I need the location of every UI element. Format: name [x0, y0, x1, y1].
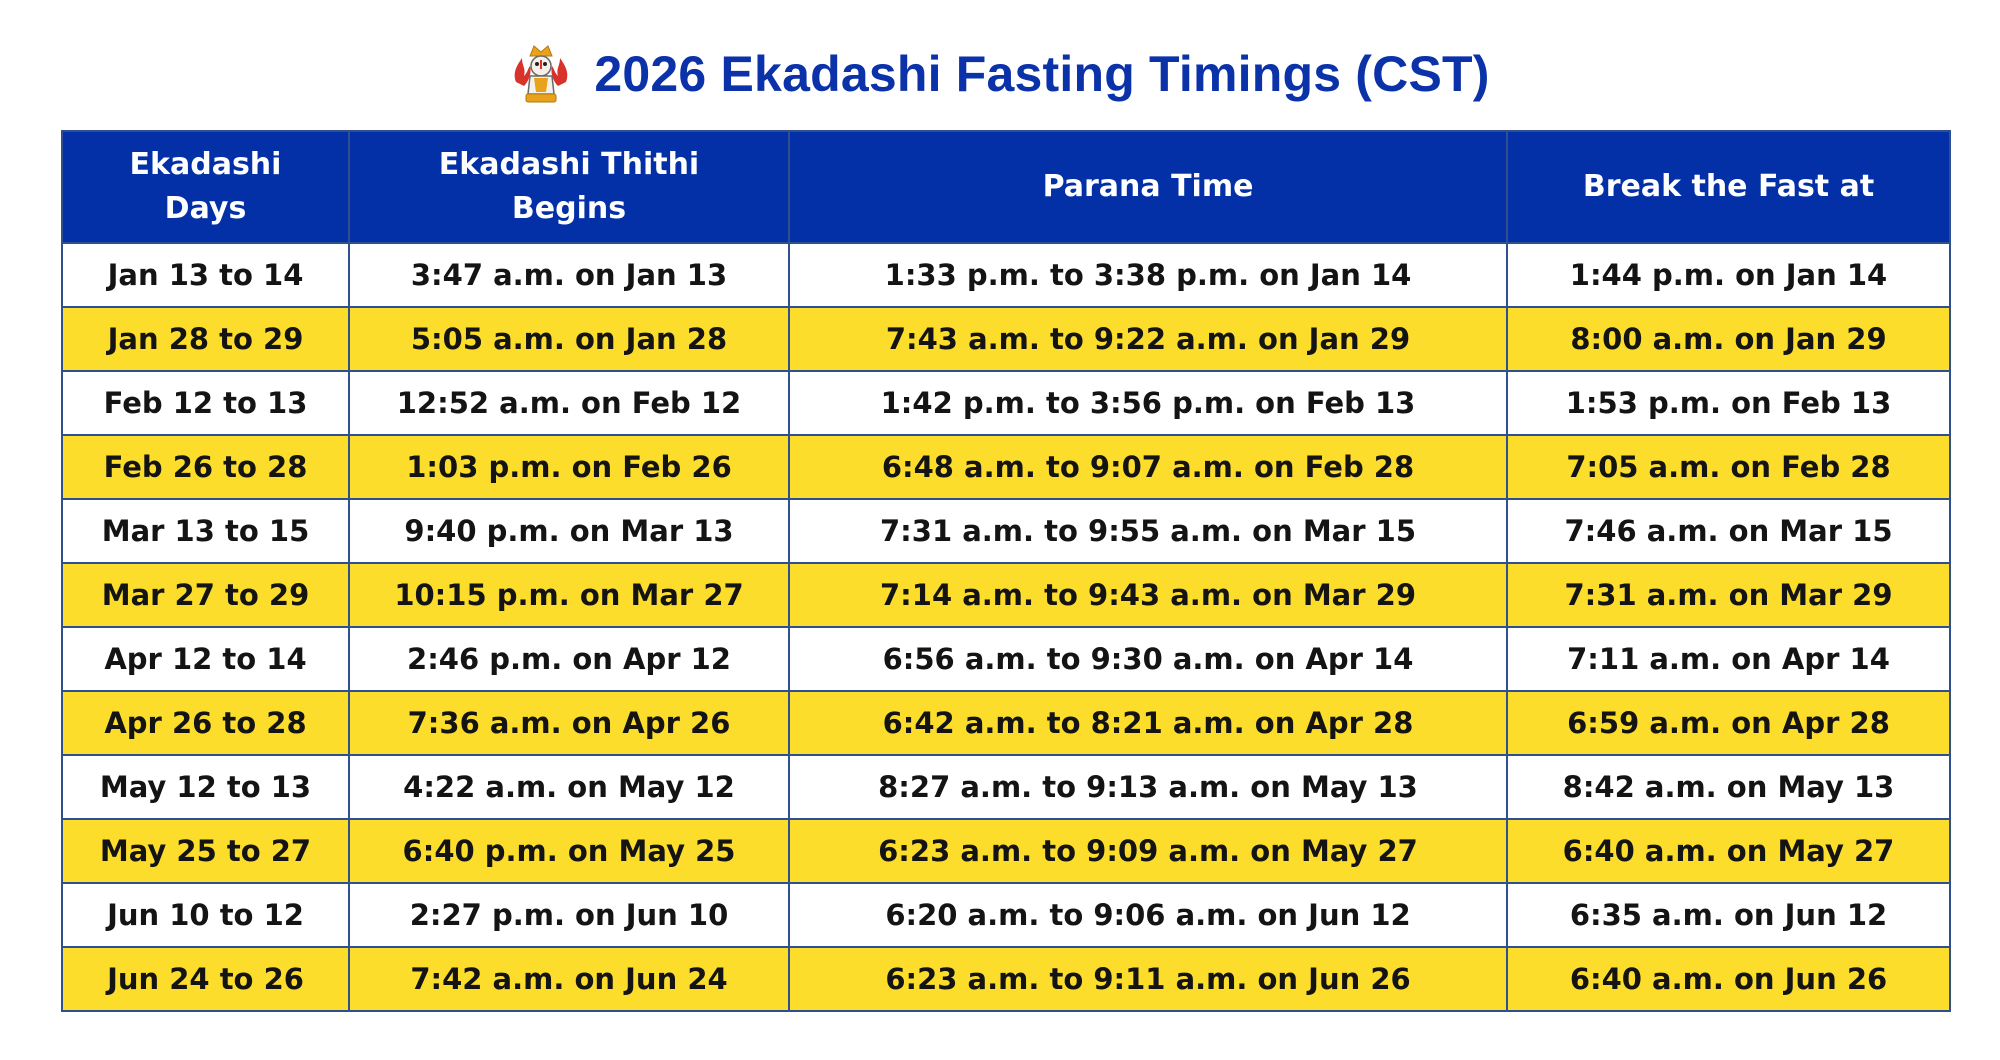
thithi-begins-cell: 9:40 p.m. on Mar 13: [348, 498, 790, 564]
thithi-begins-cell: 5:05 a.m. on Jan 28: [348, 306, 790, 372]
parana-time-cell: 8:27 a.m. to 9:13 a.m. on May 13: [788, 754, 1508, 820]
parana-time-cell: 7:14 a.m. to 9:43 a.m. on Mar 29: [788, 562, 1508, 628]
break-fast-cell: 7:05 a.m. on Feb 28: [1506, 434, 1951, 500]
parana-time-cell: 7:31 a.m. to 9:55 a.m. on Mar 15: [788, 498, 1508, 564]
thithi-begins-cell: 7:42 a.m. on Jun 24: [348, 946, 790, 1012]
parana-time-cell: 6:56 a.m. to 9:30 a.m. on Apr 14: [788, 626, 1508, 692]
table-row: Feb 26 to 28 1:03 p.m. on Feb 26 6:48 a.m.…: [61, 434, 1951, 500]
parana-time-cell: 6:42 a.m. to 8:21 a.m. on Apr 28: [788, 690, 1508, 756]
column-header-ekadashi-days: Ekadashi Days: [61, 130, 350, 244]
parana-time-cell: 1:33 p.m. to 3:38 p.m. on Jan 14: [788, 242, 1508, 308]
page-title: 2026 Ekadashi Fasting Timings (CST): [594, 46, 1490, 102]
break-fast-cell: 1:44 p.m. on Jan 14: [1506, 242, 1951, 308]
table-row: Jun 24 to 26 7:42 a.m. on Jun 24 6:23 a.m.…: [61, 946, 1951, 1012]
break-fast-cell: 8:42 a.m. on May 13: [1506, 754, 1951, 820]
thithi-begins-cell: 2:27 p.m. on Jun 10: [348, 882, 790, 948]
table-row: Apr 12 to 14 2:46 p.m. on Apr 12 6:56 a.m.…: [61, 626, 1951, 692]
ekadashi-timings-table: Ekadashi Days Ekadashi Thithi Begins Par…: [61, 130, 1951, 1012]
table-row: Jun 10 to 12 2:27 p.m. on Jun 10 6:20 a.m.…: [61, 882, 1951, 948]
ekadashi-days-cell: Mar 27 to 29: [61, 562, 350, 628]
table-row: Mar 27 to 29 10:15 p.m. on Mar 27 7:14 a.m…: [61, 562, 1951, 628]
parana-time-cell: 6:48 a.m. to 9:07 a.m. on Feb 28: [788, 434, 1508, 500]
thithi-begins-cell: 10:15 p.m. on Mar 27: [348, 562, 790, 628]
table-row: Feb 12 to 13 12:52 a.m. on Feb 12 1:42 p.m…: [61, 370, 1951, 436]
thithi-begins-cell: 3:47 a.m. on Jan 13: [348, 242, 790, 308]
break-fast-cell: 7:46 a.m. on Mar 15: [1506, 498, 1951, 564]
ekadashi-days-cell: Jan 28 to 29: [61, 306, 350, 372]
table-row: Jan 28 to 29 5:05 a.m. on Jan 28 7:43 a.m.…: [61, 306, 1951, 372]
ekadashi-days-cell: Mar 13 to 15: [61, 498, 350, 564]
ekadashi-days-cell: Feb 12 to 13: [61, 370, 350, 436]
parana-time-cell: 7:43 a.m. to 9:22 a.m. on Jan 29: [788, 306, 1508, 372]
break-fast-cell: 6:59 a.m. on Apr 28: [1506, 690, 1951, 756]
column-header-label: Ekadashi Thithi Begins: [438, 147, 700, 226]
table-header: Ekadashi Days Ekadashi Thithi Begins Par…: [61, 130, 1951, 244]
thithi-begins-cell: 7:36 a.m. on Apr 26: [348, 690, 790, 756]
header-row: Ekadashi Days Ekadashi Thithi Begins Par…: [61, 130, 1951, 244]
column-header-label: Ekadashi Days: [129, 147, 282, 226]
table-row: Mar 13 to 15 9:40 p.m. on Mar 13 7:31 a.m.…: [61, 498, 1951, 564]
break-fast-cell: 6:40 a.m. on Jun 26: [1506, 946, 1951, 1012]
ekadashi-days-cell: May 12 to 13: [61, 754, 350, 820]
table-body: Jan 13 to 14 3:47 a.m. on Jan 13 1:33 p.m.…: [61, 242, 1951, 1012]
column-header-parana-time: Parana Time: [788, 130, 1508, 244]
break-fast-cell: 7:31 a.m. on Mar 29: [1506, 562, 1951, 628]
break-fast-cell: 8:00 a.m. on Jan 29: [1506, 306, 1951, 372]
table-row: Apr 26 to 28 7:36 a.m. on Apr 26 6:42 a.m.…: [61, 690, 1951, 756]
ekadashi-days-cell: Jun 24 to 26: [61, 946, 350, 1012]
break-fast-cell: 6:35 a.m. on Jun 12: [1506, 882, 1951, 948]
table-row: Jan 13 to 14 3:47 a.m. on Jan 13 1:33 p.m.…: [61, 242, 1951, 308]
parana-time-cell: 6:20 a.m. to 9:06 a.m. on Jun 12: [788, 882, 1508, 948]
column-header-break-fast: Break the Fast at: [1506, 130, 1951, 244]
thithi-begins-cell: 1:03 p.m. on Feb 26: [348, 434, 790, 500]
break-fast-cell: 1:53 p.m. on Feb 13: [1506, 370, 1951, 436]
ekadashi-days-cell: Apr 12 to 14: [61, 626, 350, 692]
thithi-begins-cell: 12:52 a.m. on Feb 12: [348, 370, 790, 436]
temple-deity-icon: [515, 45, 568, 103]
page-header: 2026 Ekadashi Fasting Timings (CST): [0, 38, 2000, 110]
thithi-begins-cell: 6:40 p.m. on May 25: [348, 818, 790, 884]
ekadashi-days-cell: Jan 13 to 14: [61, 242, 350, 308]
parana-time-cell: 6:23 a.m. to 9:09 a.m. on May 27: [788, 818, 1508, 884]
ekadashi-days-cell: Jun 10 to 12: [61, 882, 350, 948]
ekadashi-days-cell: Feb 26 to 28: [61, 434, 350, 500]
column-header-thithi-begins: Ekadashi Thithi Begins: [348, 130, 790, 244]
parana-time-cell: 6:23 a.m. to 9:11 a.m. on Jun 26: [788, 946, 1508, 1012]
ekadashi-days-cell: May 25 to 27: [61, 818, 350, 884]
table-row: May 25 to 27 6:40 p.m. on May 25 6:23 a.m.…: [61, 818, 1951, 884]
break-fast-cell: 7:11 a.m. on Apr 14: [1506, 626, 1951, 692]
thithi-begins-cell: 4:22 a.m. on May 12: [348, 754, 790, 820]
break-fast-cell: 6:40 a.m. on May 27: [1506, 818, 1951, 884]
table-row: May 12 to 13 4:22 a.m. on May 12 8:27 a.m.…: [61, 754, 1951, 820]
ekadashi-days-cell: Apr 26 to 28: [61, 690, 350, 756]
thithi-begins-cell: 2:46 p.m. on Apr 12: [348, 626, 790, 692]
parana-time-cell: 1:42 p.m. to 3:56 p.m. on Feb 13: [788, 370, 1508, 436]
